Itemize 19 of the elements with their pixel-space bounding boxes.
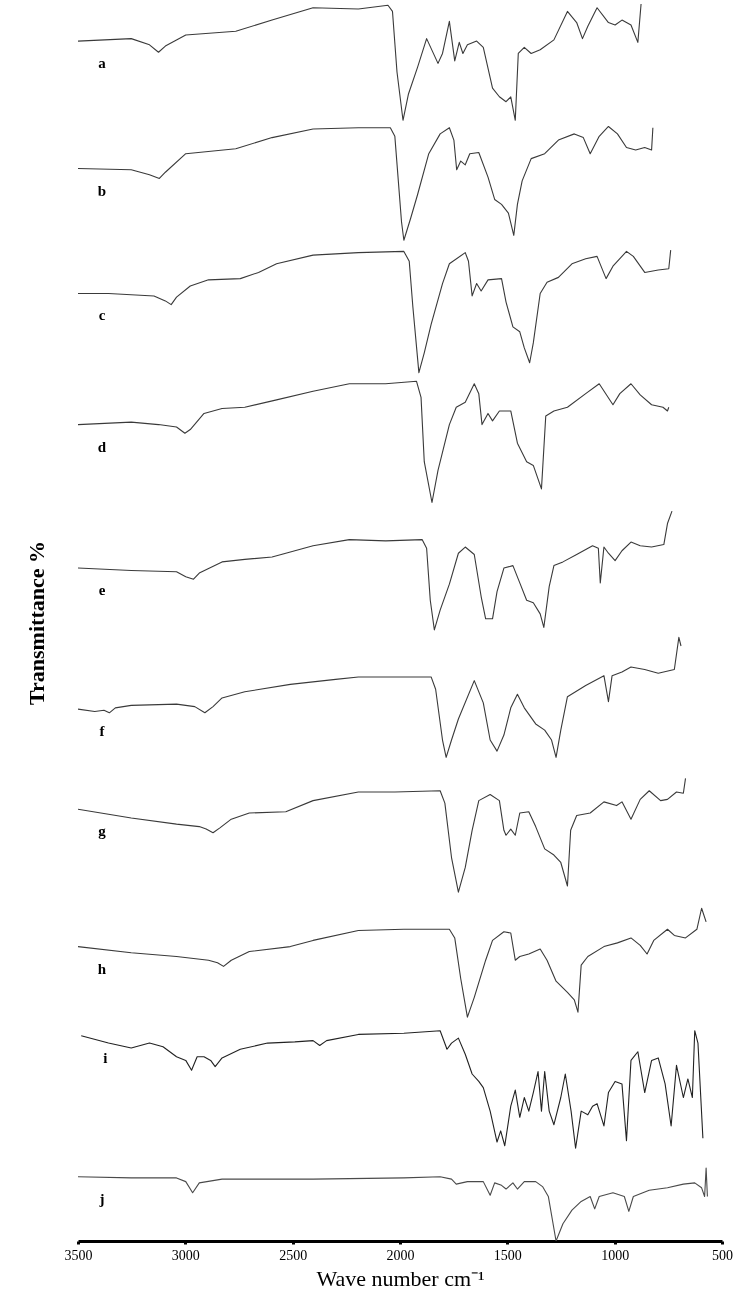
series-label: i bbox=[103, 1049, 108, 1066]
x-tick-label: 2500 bbox=[279, 1247, 308, 1263]
series-label: c bbox=[98, 307, 106, 324]
y-axis-title: Transmittance % bbox=[23, 541, 49, 705]
series-label: b bbox=[97, 182, 107, 199]
x-tick-label: 1500 bbox=[493, 1247, 522, 1263]
x-axis-title: Wave number cm⁻¹ bbox=[316, 1265, 485, 1291]
series-label: g bbox=[98, 823, 107, 840]
x-tick-label: 2000 bbox=[386, 1247, 415, 1263]
series-label: e bbox=[98, 582, 106, 599]
series-label: h bbox=[97, 960, 107, 977]
series-label: f bbox=[99, 723, 106, 740]
x-tick-label: 3500 bbox=[64, 1247, 93, 1263]
x-tick-label: 3000 bbox=[171, 1247, 200, 1263]
series-label: d bbox=[97, 438, 107, 455]
series-label: a bbox=[98, 55, 107, 72]
x-tick-label: 1000 bbox=[601, 1247, 630, 1263]
x-tick-label: 500 bbox=[712, 1247, 733, 1263]
series-label: j bbox=[98, 1190, 105, 1207]
